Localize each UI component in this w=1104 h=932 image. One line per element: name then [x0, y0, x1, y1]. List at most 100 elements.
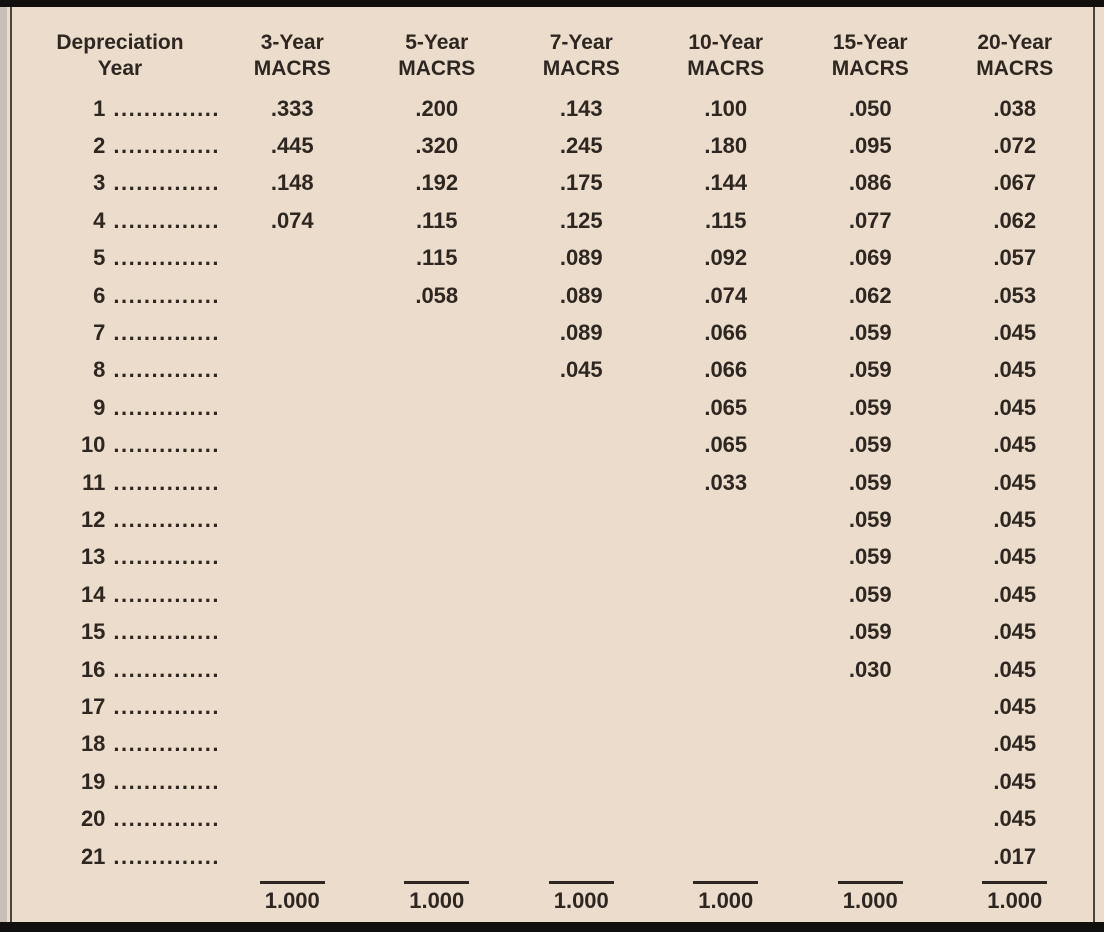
year-cell: 4..............	[20, 208, 220, 234]
table-totals-row: 1.000 1.000 1.000 1.000 1.000 1.000	[20, 875, 1090, 923]
year-cell: 18..............	[20, 731, 220, 757]
value-cell: .067	[993, 170, 1037, 196]
dot-leader: ..............	[113, 843, 220, 869]
value-cell: .086	[848, 170, 892, 196]
table-row: 19.............. .045	[20, 763, 1090, 800]
year-label: 1	[93, 95, 106, 121]
header-line: MACRS	[687, 57, 765, 80]
year-cell: 19..............	[20, 769, 220, 795]
dot-leader: ..............	[113, 469, 220, 495]
table-row: 13.............. .059 .045	[20, 539, 1090, 576]
total-value: 1.000	[837, 881, 903, 914]
header-10-year-macrs: 10-Year MACRS	[654, 30, 799, 82]
total-cell: 1.000	[798, 875, 943, 914]
value-cell: .045	[993, 619, 1037, 645]
dot-leader: ..............	[113, 656, 220, 682]
year-label: 4	[93, 207, 106, 233]
value-cell: .074	[270, 207, 314, 233]
value-cell: .065	[704, 432, 748, 458]
year-label: 15	[80, 619, 106, 645]
table-row: 18.............. .045	[20, 726, 1090, 763]
dot-leader: ..............	[113, 357, 220, 383]
value-cell: .100	[704, 95, 748, 121]
value-cell: .050	[848, 95, 892, 121]
value-cell: .059	[848, 357, 892, 383]
value-cell: .143	[559, 95, 603, 121]
year-label: 5	[93, 245, 106, 271]
table-row: 6.............. .058 .089 .074 .062 .053	[20, 277, 1090, 314]
value-cell: .115	[704, 207, 747, 233]
header-line: MACRS	[253, 57, 331, 80]
year-cell: 5..............	[20, 245, 220, 271]
table-row: 4.............. .074 .115 .125 .115 .077 .062	[20, 202, 1090, 239]
value-cell: .074	[704, 282, 748, 308]
value-cell: .077	[848, 207, 892, 233]
dot-leader: ..............	[113, 394, 220, 420]
table-row: 11.............. .033 .059 .045	[20, 464, 1090, 501]
dot-leader: ..............	[113, 731, 220, 757]
value-cell: .045	[993, 432, 1037, 458]
value-cell: .180	[704, 133, 748, 159]
value-cell: .066	[704, 320, 748, 346]
value-cell: .059	[848, 394, 892, 420]
table-row: 21.............. .017	[20, 838, 1090, 875]
table-row: 10.............. .065 .059 .045	[20, 427, 1090, 464]
value-cell: .045	[993, 394, 1037, 420]
value-cell: .072	[993, 133, 1037, 159]
year-label: 11	[82, 469, 106, 495]
header-3-year-macrs: 3-Year MACRS	[220, 30, 365, 82]
dot-leader: ..............	[113, 806, 220, 832]
year-cell: 12..............	[20, 507, 220, 533]
total-cell: 1.000	[365, 875, 510, 914]
value-cell: .059	[848, 506, 892, 532]
year-cell: 1..............	[20, 96, 220, 122]
table-top-border	[0, 0, 1104, 7]
header-line: Depreciation	[56, 31, 184, 54]
value-cell: .038	[993, 95, 1037, 121]
year-cell: 17..............	[20, 694, 220, 720]
header-7-year-macrs: 7-Year MACRS	[509, 30, 654, 82]
year-cell: 8..............	[20, 357, 220, 383]
value-cell: .045	[993, 693, 1037, 719]
value-cell: .092	[704, 245, 748, 271]
value-cell: .030	[848, 656, 892, 682]
header-line: 7-Year	[549, 31, 613, 54]
value-cell: .059	[848, 581, 892, 607]
dot-leader: ..............	[113, 432, 220, 458]
header-line: 20-Year	[977, 31, 1053, 54]
year-cell: 10..............	[20, 432, 220, 458]
year-label: 13	[80, 544, 106, 570]
value-cell: .115	[415, 245, 458, 271]
dot-leader: ..............	[113, 170, 220, 196]
header-15-year-macrs: 15-Year MACRS	[798, 30, 943, 82]
table-row: 8.............. .045 .066 .059 .045	[20, 352, 1090, 389]
year-label: 7	[93, 320, 106, 346]
value-cell: .057	[993, 245, 1037, 271]
year-cell: 16..............	[20, 657, 220, 683]
year-cell: 21..............	[20, 844, 220, 870]
table-bottom-border	[0, 922, 1104, 932]
value-cell: .045	[993, 357, 1037, 383]
value-cell: .045	[993, 656, 1037, 682]
dot-leader: ..............	[113, 207, 220, 233]
year-label: 12	[80, 506, 106, 532]
value-cell: .045	[993, 731, 1037, 757]
header-depreciation-year: Depreciation Year	[20, 30, 220, 82]
value-cell: .059	[848, 320, 892, 346]
header-line: MACRS	[831, 57, 909, 80]
year-label: 14	[80, 581, 106, 607]
value-cell: .245	[559, 133, 603, 159]
year-label: 10	[80, 432, 106, 458]
value-cell: .059	[848, 544, 892, 570]
dot-leader: ..............	[113, 320, 220, 346]
year-cell: 14..............	[20, 582, 220, 608]
value-cell: .033	[704, 469, 748, 495]
table-row: 1.............. .333 .200 .143 .100 .050 .038	[20, 90, 1090, 127]
value-cell: .175	[559, 170, 603, 196]
value-cell: .045	[559, 357, 603, 383]
dot-leader: ..............	[113, 282, 220, 308]
year-cell: 11..............	[20, 470, 220, 496]
macrs-table: Depreciation Year 3-Year MACRS 5-Year MA…	[20, 30, 1090, 923]
table-row: 2.............. .445 .320 .245 .180 .095 .072	[20, 127, 1090, 164]
header-line: 3-Year	[260, 31, 324, 54]
